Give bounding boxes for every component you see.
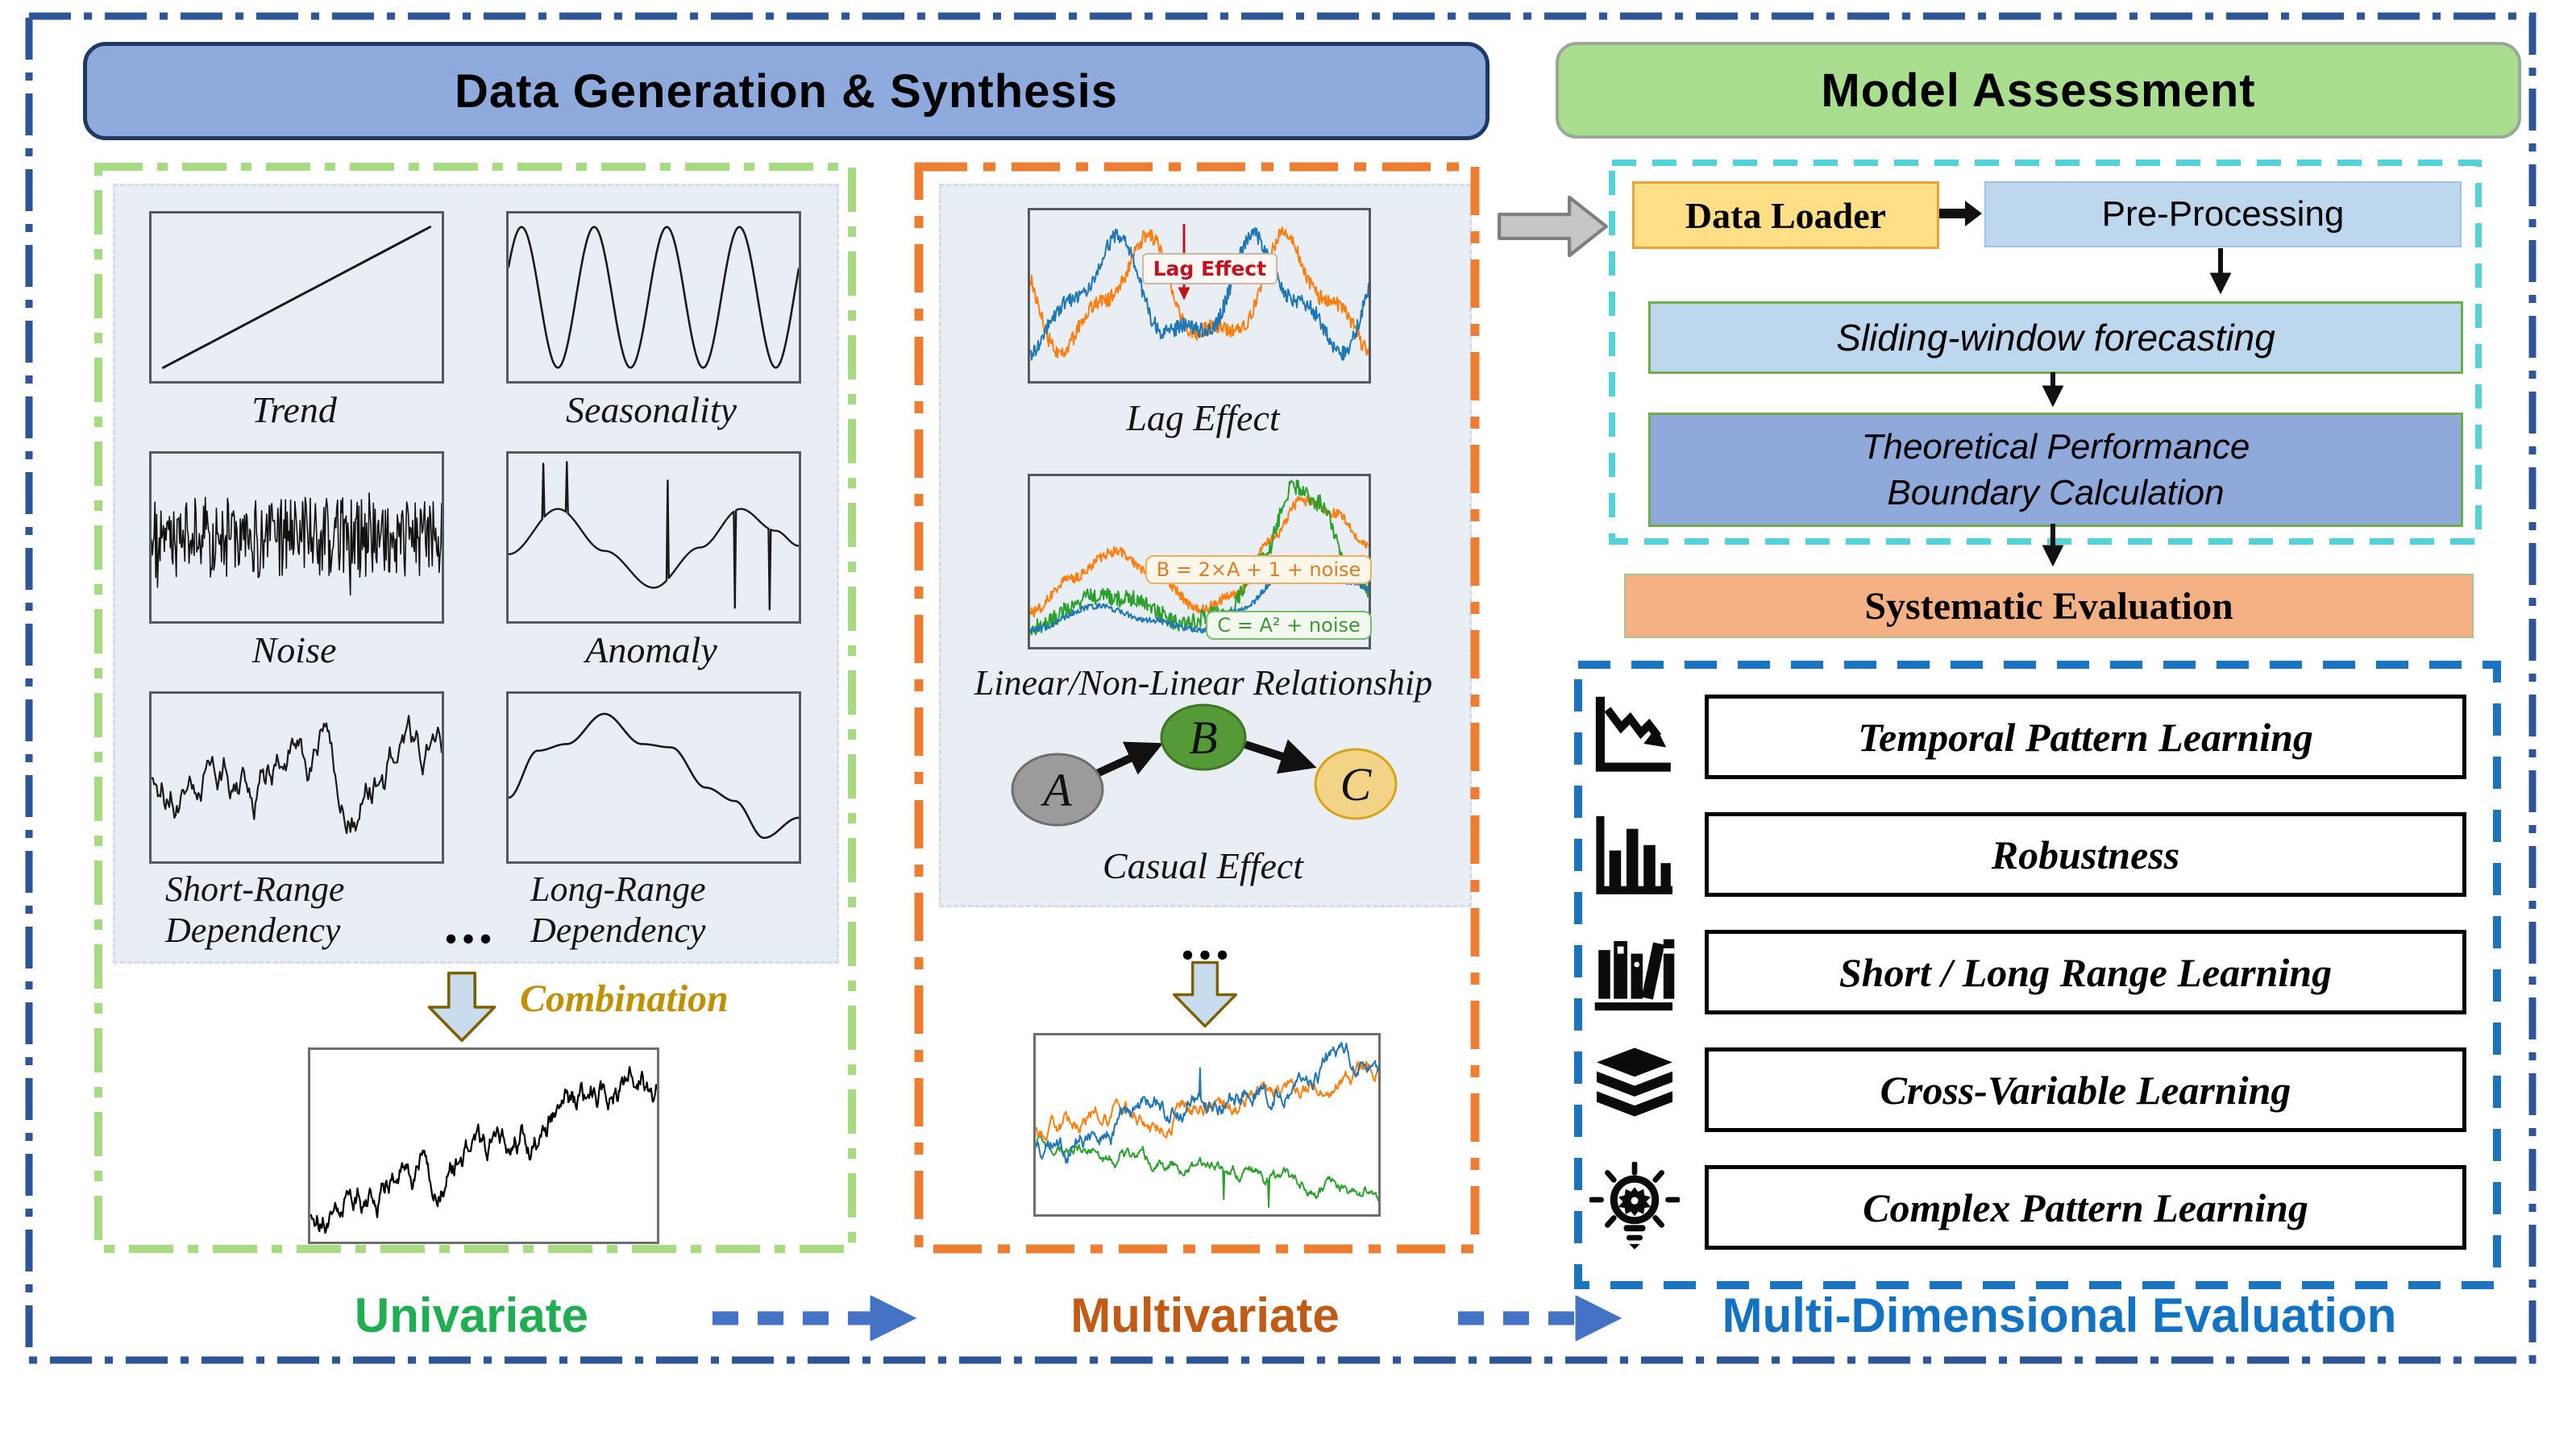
causal-graph: A B C	[1011, 703, 1398, 827]
trend-chart	[149, 211, 444, 384]
systematic-evaluation-box: Systematic Evaluation	[1624, 574, 2474, 638]
univariate-ellipsis: ...	[443, 894, 497, 956]
causal-node-b	[1160, 703, 1247, 771]
pre-processing-label: Pre-Processing	[2101, 194, 2345, 234]
univariate-footer: Univariate	[354, 1288, 589, 1342]
pre-processing-box: Pre-Processing	[1984, 181, 2462, 247]
eval-row-complex-label: Complex Pattern Learning	[1863, 1184, 2308, 1230]
sliding-down-arrow-icon	[2042, 372, 2063, 408]
trend-caption: Trend	[251, 389, 337, 430]
evaluation-footer: Multi-Dimensional Evaluation	[1722, 1288, 2397, 1342]
sliding-window-label: Sliding-window forecasting	[1836, 317, 2275, 359]
lag-annotation: Lag Effect	[1141, 253, 1278, 284]
causal-node-b-label: B	[1189, 711, 1217, 764]
eval-row-short-long-label: Short / Long Range Learning	[1839, 949, 2333, 995]
bar-chart-icon	[1596, 815, 1673, 894]
causal-node-c-label: C	[1340, 758, 1373, 811]
lightbulb-gear-icon	[1589, 1162, 1680, 1250]
eval-row-cross-variable: Cross-Variable Learning	[1705, 1047, 2466, 1132]
causal-node-a	[1011, 753, 1104, 827]
relationship-caption: Linear/Non-Linear Relationship	[974, 663, 1433, 703]
long-range-caption: Long-Range Dependency	[530, 869, 706, 951]
causal-arrow-a-b	[1095, 741, 1164, 778]
lag-effect-chart: Lag Effect	[1028, 208, 1371, 384]
multivariate-footer: Multivariate	[1070, 1288, 1340, 1342]
combination-arrow-icon	[427, 971, 497, 1043]
causal-node-c	[1314, 748, 1398, 820]
eval-row-robustness-label: Robustness	[1991, 832, 2180, 877]
data-generation-title: Data Generation & Synthesis	[454, 64, 1119, 118]
noise-chart	[149, 451, 444, 624]
noise-caption: Noise	[251, 629, 337, 670]
theoretical-label: Theoretical Performance Boundary Calcula…	[1861, 426, 2250, 512]
eval-row-temporal: Temporal Pattern Learning	[1705, 695, 2466, 779]
combined-series-chart	[308, 1047, 659, 1244]
data-loader-label: Data Loader	[1685, 194, 1887, 236]
eval-row-complex: Complex Pattern Learning	[1705, 1165, 2466, 1250]
seasonality-caption: Seasonality	[565, 389, 737, 430]
data-loader-box: Data Loader	[1632, 181, 1939, 249]
eval-row-temporal-label: Temporal Pattern Learning	[1858, 714, 2313, 760]
causal-node-a-label: A	[1040, 764, 1072, 816]
anomaly-chart	[506, 451, 801, 624]
relationship-chart: B = 2×A + 1 + noise C = A² + noise	[1028, 474, 1373, 649]
theoretical-down-arrow-icon	[2042, 524, 2063, 567]
preprocessing-down-arrow-icon	[2210, 248, 2231, 295]
anomaly-caption: Anomaly	[585, 629, 717, 670]
book-stack-icon	[1596, 1047, 1673, 1117]
univariate-to-multivariate-arrow-icon	[713, 1296, 917, 1341]
multivariate-arrow-icon	[1173, 960, 1237, 1028]
multivariate-series-chart	[1033, 1033, 1381, 1217]
short-range-chart	[149, 691, 444, 864]
lag-effect-caption: Lag Effect	[1126, 397, 1280, 438]
causal-arrow-b-c	[1244, 739, 1317, 774]
data-generation-header: Data Generation & Synthesis	[83, 42, 1490, 140]
bookshelf-icon	[1594, 939, 1675, 1011]
panel-connector-arrow-icon	[1498, 195, 1608, 258]
eval-row-cross-variable-label: Cross-Variable Learning	[1880, 1067, 2291, 1113]
eval-row-short-long: Short / Long Range Learning	[1705, 930, 2466, 1014]
loader-to-preprocessing-arrow-icon	[1939, 201, 1982, 226]
systematic-evaluation-label: Systematic Evaluation	[1864, 584, 2233, 628]
combination-label: Combination	[520, 977, 729, 1020]
long-range-chart	[506, 691, 801, 864]
model-assessment-header: Model Assessment	[1556, 42, 2521, 139]
relationship-annotation-c: C = A² + noise	[1206, 611, 1372, 641]
relationship-annotation-b: B = 2×A + 1 + noise	[1145, 554, 1373, 584]
seasonality-chart	[506, 211, 801, 384]
eval-row-robustness: Robustness	[1705, 812, 2466, 897]
multivariate-to-evaluation-arrow-icon	[1458, 1296, 1622, 1341]
declining-chart-icon	[1595, 696, 1671, 772]
sliding-window-box: Sliding-window forecasting	[1648, 301, 2463, 374]
short-range-caption: Short-Range Dependency	[165, 869, 345, 951]
theoretical-box: Theoretical Performance Boundary Calcula…	[1648, 413, 2463, 527]
model-assessment-title: Model Assessment	[1821, 64, 2256, 117]
causal-caption: Casual Effect	[1102, 845, 1304, 886]
